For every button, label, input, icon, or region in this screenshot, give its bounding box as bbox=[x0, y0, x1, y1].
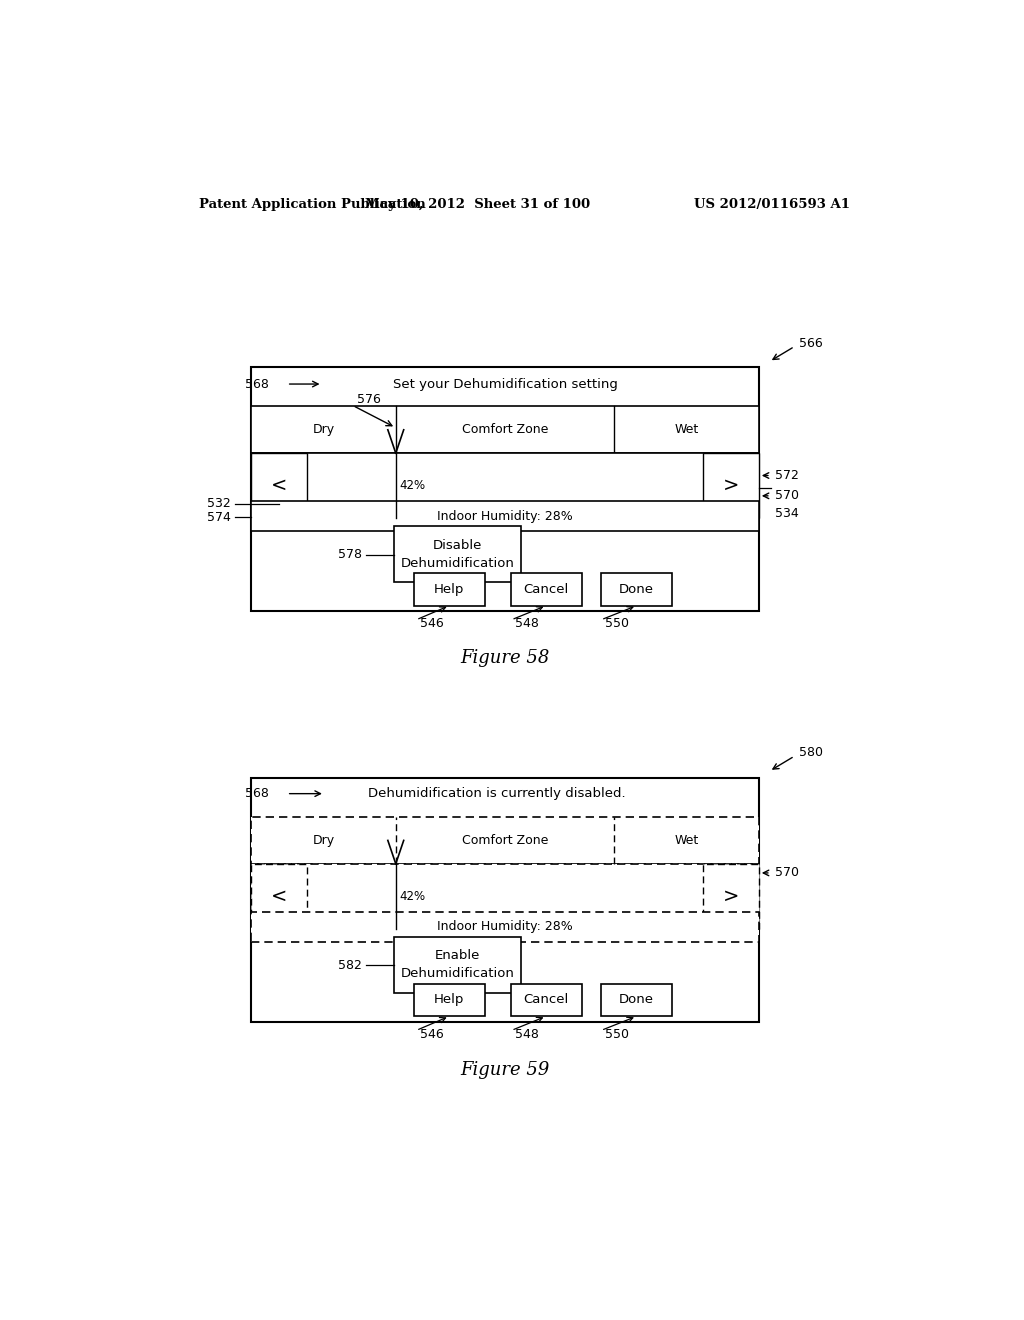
Text: 574: 574 bbox=[207, 511, 231, 524]
Text: 572: 572 bbox=[775, 469, 799, 482]
FancyBboxPatch shape bbox=[251, 407, 759, 453]
FancyBboxPatch shape bbox=[414, 983, 485, 1016]
Text: 534: 534 bbox=[775, 507, 799, 520]
Text: 570: 570 bbox=[775, 490, 799, 503]
Text: <: < bbox=[270, 887, 287, 906]
Text: >: > bbox=[723, 477, 739, 495]
Text: 578: 578 bbox=[338, 548, 362, 561]
FancyBboxPatch shape bbox=[251, 912, 759, 942]
Text: 566: 566 bbox=[799, 337, 822, 350]
Text: Dry: Dry bbox=[312, 424, 335, 437]
Text: 546: 546 bbox=[420, 1028, 443, 1041]
Text: >: > bbox=[723, 887, 739, 906]
Text: Figure 58: Figure 58 bbox=[460, 649, 550, 668]
Text: 548: 548 bbox=[515, 618, 540, 631]
FancyBboxPatch shape bbox=[601, 983, 673, 1016]
Text: 580: 580 bbox=[799, 747, 822, 759]
Text: 582: 582 bbox=[338, 958, 362, 972]
Text: Figure 59: Figure 59 bbox=[460, 1061, 550, 1080]
Text: Enable
Dehumidification: Enable Dehumidification bbox=[400, 949, 514, 981]
Text: US 2012/0116593 A1: US 2012/0116593 A1 bbox=[694, 198, 850, 211]
Text: 570: 570 bbox=[775, 866, 799, 879]
Text: Help: Help bbox=[434, 994, 465, 1006]
Text: Patent Application Publication: Patent Application Publication bbox=[200, 198, 426, 211]
FancyBboxPatch shape bbox=[394, 527, 521, 582]
FancyBboxPatch shape bbox=[251, 500, 759, 532]
FancyBboxPatch shape bbox=[511, 983, 582, 1016]
Text: Wet: Wet bbox=[675, 424, 698, 437]
Text: 568: 568 bbox=[246, 787, 269, 800]
Text: Cancel: Cancel bbox=[523, 583, 569, 595]
Text: Done: Done bbox=[620, 994, 654, 1006]
Text: Dehumidification is currently disabled.: Dehumidification is currently disabled. bbox=[369, 787, 626, 800]
FancyBboxPatch shape bbox=[703, 453, 759, 519]
Text: 548: 548 bbox=[515, 1028, 540, 1041]
Text: 550: 550 bbox=[605, 1028, 629, 1041]
Text: Indoor Humidity: 28%: Indoor Humidity: 28% bbox=[437, 510, 572, 523]
Text: Wet: Wet bbox=[675, 834, 698, 847]
Text: Indoor Humidity: 28%: Indoor Humidity: 28% bbox=[437, 920, 572, 933]
FancyBboxPatch shape bbox=[251, 367, 759, 611]
Text: Comfort Zone: Comfort Zone bbox=[462, 834, 548, 847]
FancyBboxPatch shape bbox=[703, 863, 759, 929]
Text: 576: 576 bbox=[356, 393, 381, 405]
Text: Comfort Zone: Comfort Zone bbox=[462, 424, 548, 437]
Text: Set your Dehumidification setting: Set your Dehumidification setting bbox=[392, 378, 617, 391]
Text: Cancel: Cancel bbox=[523, 994, 569, 1006]
Text: May 10, 2012  Sheet 31 of 100: May 10, 2012 Sheet 31 of 100 bbox=[365, 198, 590, 211]
FancyBboxPatch shape bbox=[394, 937, 521, 993]
Text: 568: 568 bbox=[246, 378, 269, 391]
Text: <: < bbox=[270, 477, 287, 495]
FancyBboxPatch shape bbox=[251, 863, 759, 929]
FancyBboxPatch shape bbox=[414, 573, 485, 606]
Text: 42%: 42% bbox=[399, 890, 425, 903]
Text: 42%: 42% bbox=[399, 479, 425, 492]
FancyBboxPatch shape bbox=[511, 573, 582, 606]
Text: Disable
Dehumidification: Disable Dehumidification bbox=[400, 539, 514, 570]
Text: 550: 550 bbox=[605, 618, 629, 631]
FancyBboxPatch shape bbox=[601, 573, 673, 606]
Text: 546: 546 bbox=[420, 618, 443, 631]
Text: Dry: Dry bbox=[312, 834, 335, 847]
Text: 532: 532 bbox=[208, 498, 231, 511]
FancyBboxPatch shape bbox=[251, 453, 307, 519]
FancyBboxPatch shape bbox=[251, 863, 307, 929]
FancyBboxPatch shape bbox=[251, 817, 759, 863]
Text: Help: Help bbox=[434, 583, 465, 595]
FancyBboxPatch shape bbox=[251, 453, 759, 519]
FancyBboxPatch shape bbox=[251, 779, 759, 1022]
Text: Done: Done bbox=[620, 583, 654, 595]
